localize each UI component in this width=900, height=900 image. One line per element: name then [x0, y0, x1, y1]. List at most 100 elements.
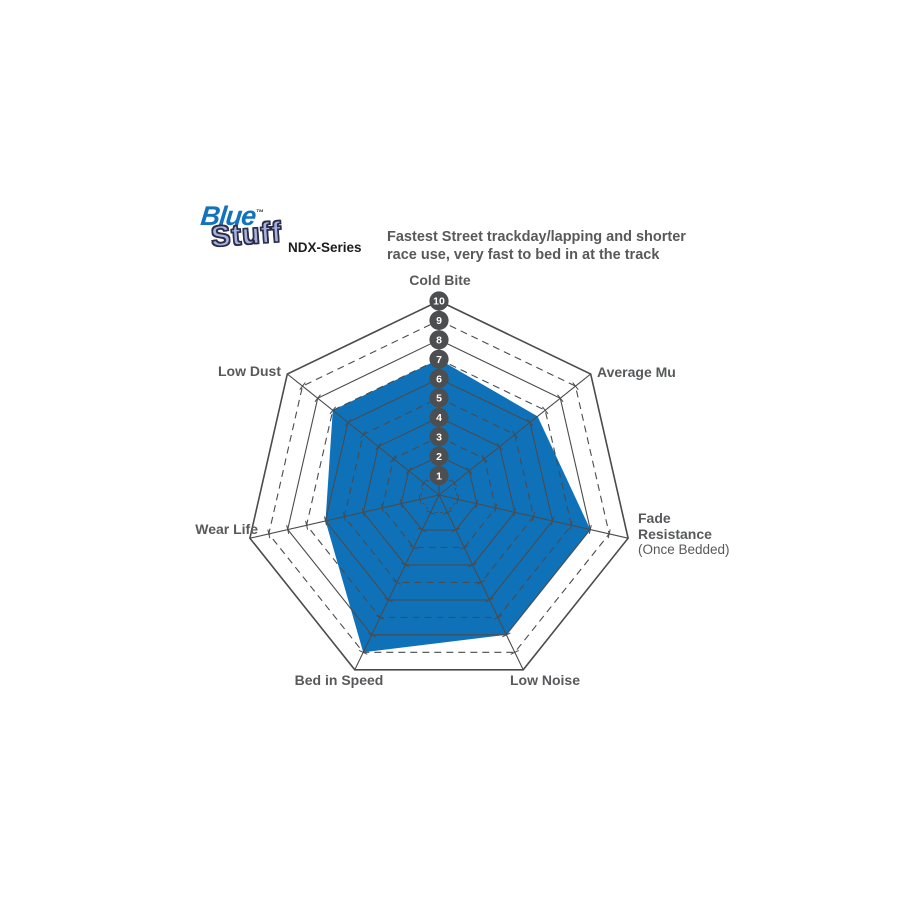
axis-tick: [375, 614, 385, 620]
axis-tick: [542, 406, 549, 415]
axis-tick: [361, 507, 365, 517]
axis-label-bed-in-speed: Bed in Speed: [294, 672, 384, 688]
axis-tick: [390, 454, 397, 463]
axis-tick: [367, 632, 376, 638]
axis-tick: [443, 510, 452, 515]
grid-ring-2: [400, 455, 478, 531]
axis-label-wear-life: Wear Life: [195, 521, 258, 537]
axis-tick: [267, 529, 271, 539]
scale-badge-label-2: 2: [436, 451, 442, 463]
axis-tick: [572, 382, 579, 391]
grid-ring-10: [249, 300, 629, 671]
grid-ring-7: [306, 358, 572, 618]
scale-badge-4: [429, 407, 449, 427]
scale-badge-label-3: 3: [436, 432, 442, 444]
scale-badge-label-5: 5: [436, 393, 442, 405]
axis-tick: [481, 454, 488, 463]
grid-ring-3: [381, 436, 497, 548]
axis-tick: [324, 516, 327, 526]
grid-ring-9: [268, 319, 610, 653]
axis-tick: [476, 579, 486, 585]
scale-badge-9: [429, 310, 449, 330]
axis-tick: [286, 524, 290, 535]
axis-tick: [426, 510, 435, 515]
axis-tick: [459, 545, 469, 550]
axis-tick: [510, 649, 520, 655]
product-description: Fastest Street trackday/lapping and shor…: [387, 229, 686, 264]
axis-tick: [451, 527, 461, 533]
axis-label-cold-bite: Cold Bite: [409, 272, 471, 288]
scale-badge-label-8: 8: [436, 335, 442, 347]
scale-badge-3: [429, 427, 449, 447]
axis-tick: [485, 597, 494, 603]
axis-tick: [493, 614, 503, 620]
axis-tick: [607, 529, 611, 539]
axis-tick: [511, 430, 518, 439]
axis-tick: [494, 503, 498, 513]
axis-tick: [329, 406, 336, 415]
axis-tick: [420, 479, 427, 487]
axis-tick: [551, 516, 554, 526]
axis-tick: [557, 394, 564, 403]
scale-badge-label-10: 10: [433, 296, 445, 308]
scale-badge-label-1: 1: [436, 470, 442, 482]
axis-label-low-dust: Low Dust: [218, 363, 281, 379]
axis-tick: [496, 442, 503, 451]
axis-tick: [417, 527, 427, 533]
axis-tick: [526, 418, 534, 427]
scale-badge-10: [429, 291, 449, 311]
scale-badge-label-4: 4: [436, 412, 442, 424]
series-name: NDX-Series: [288, 240, 362, 255]
axis-tick: [392, 579, 402, 585]
axis-tick: [342, 512, 346, 522]
axis-tick: [358, 649, 368, 655]
axis-tick: [299, 382, 306, 391]
data-polygon-bluestuff: [325, 359, 591, 653]
fade-label-line-2: Resistance: [638, 525, 712, 542]
axis-tick: [475, 499, 479, 509]
axis-tick: [456, 494, 460, 504]
scale-badge-2: [429, 446, 449, 466]
axis-tick: [569, 520, 573, 530]
axis-tick: [399, 499, 403, 509]
axis-tick: [405, 466, 412, 475]
grid-ring-6: [324, 377, 554, 601]
axis-tick: [384, 597, 393, 603]
axis-tick: [451, 479, 458, 487]
axis-tick: [466, 466, 473, 475]
axis-tick: [409, 545, 419, 550]
fade-label-line-1: Fade: [638, 510, 671, 526]
scale-badge-6: [429, 369, 449, 389]
axis-tick: [344, 418, 352, 427]
scale-badge-5: [429, 388, 449, 408]
scale-badge-1: [429, 466, 449, 486]
axis-tick: [532, 512, 536, 522]
axis-tick: [468, 562, 477, 568]
axis-tick: [380, 503, 384, 513]
scale-badge-label-7: 7: [436, 354, 442, 366]
fade-label-line-3: (Once Bedded): [638, 542, 730, 557]
axis-tick: [588, 524, 592, 535]
axis-label-average-mu: Average Mu: [597, 364, 676, 380]
scale-badge-8: [429, 330, 449, 350]
description-line-2: race use, very fast to bed in at the tra…: [387, 246, 660, 263]
axis-tick: [360, 430, 367, 439]
axis-tick: [502, 632, 511, 638]
grid-ring-4: [362, 416, 516, 566]
axis-label-low-noise: Low Noise: [509, 672, 581, 688]
axis-tick: [375, 442, 382, 451]
axis-tick: [305, 520, 309, 530]
grid-ring-5: [343, 397, 535, 583]
scale-badge-7: [429, 349, 449, 369]
axis-tick: [418, 494, 422, 504]
axis-tick: [401, 562, 410, 568]
axis-label-fade-resistance: Fade Resistance (Once Bedded): [638, 510, 730, 558]
scale-badge-label-9: 9: [436, 315, 442, 327]
grid-ring-8: [287, 339, 591, 636]
axis-tick: [314, 394, 321, 403]
description-line-1: Fastest Street trackday/lapping and shor…: [387, 229, 686, 245]
axis-tick: [513, 507, 517, 517]
scale-badge-label-6: 6: [436, 373, 442, 385]
